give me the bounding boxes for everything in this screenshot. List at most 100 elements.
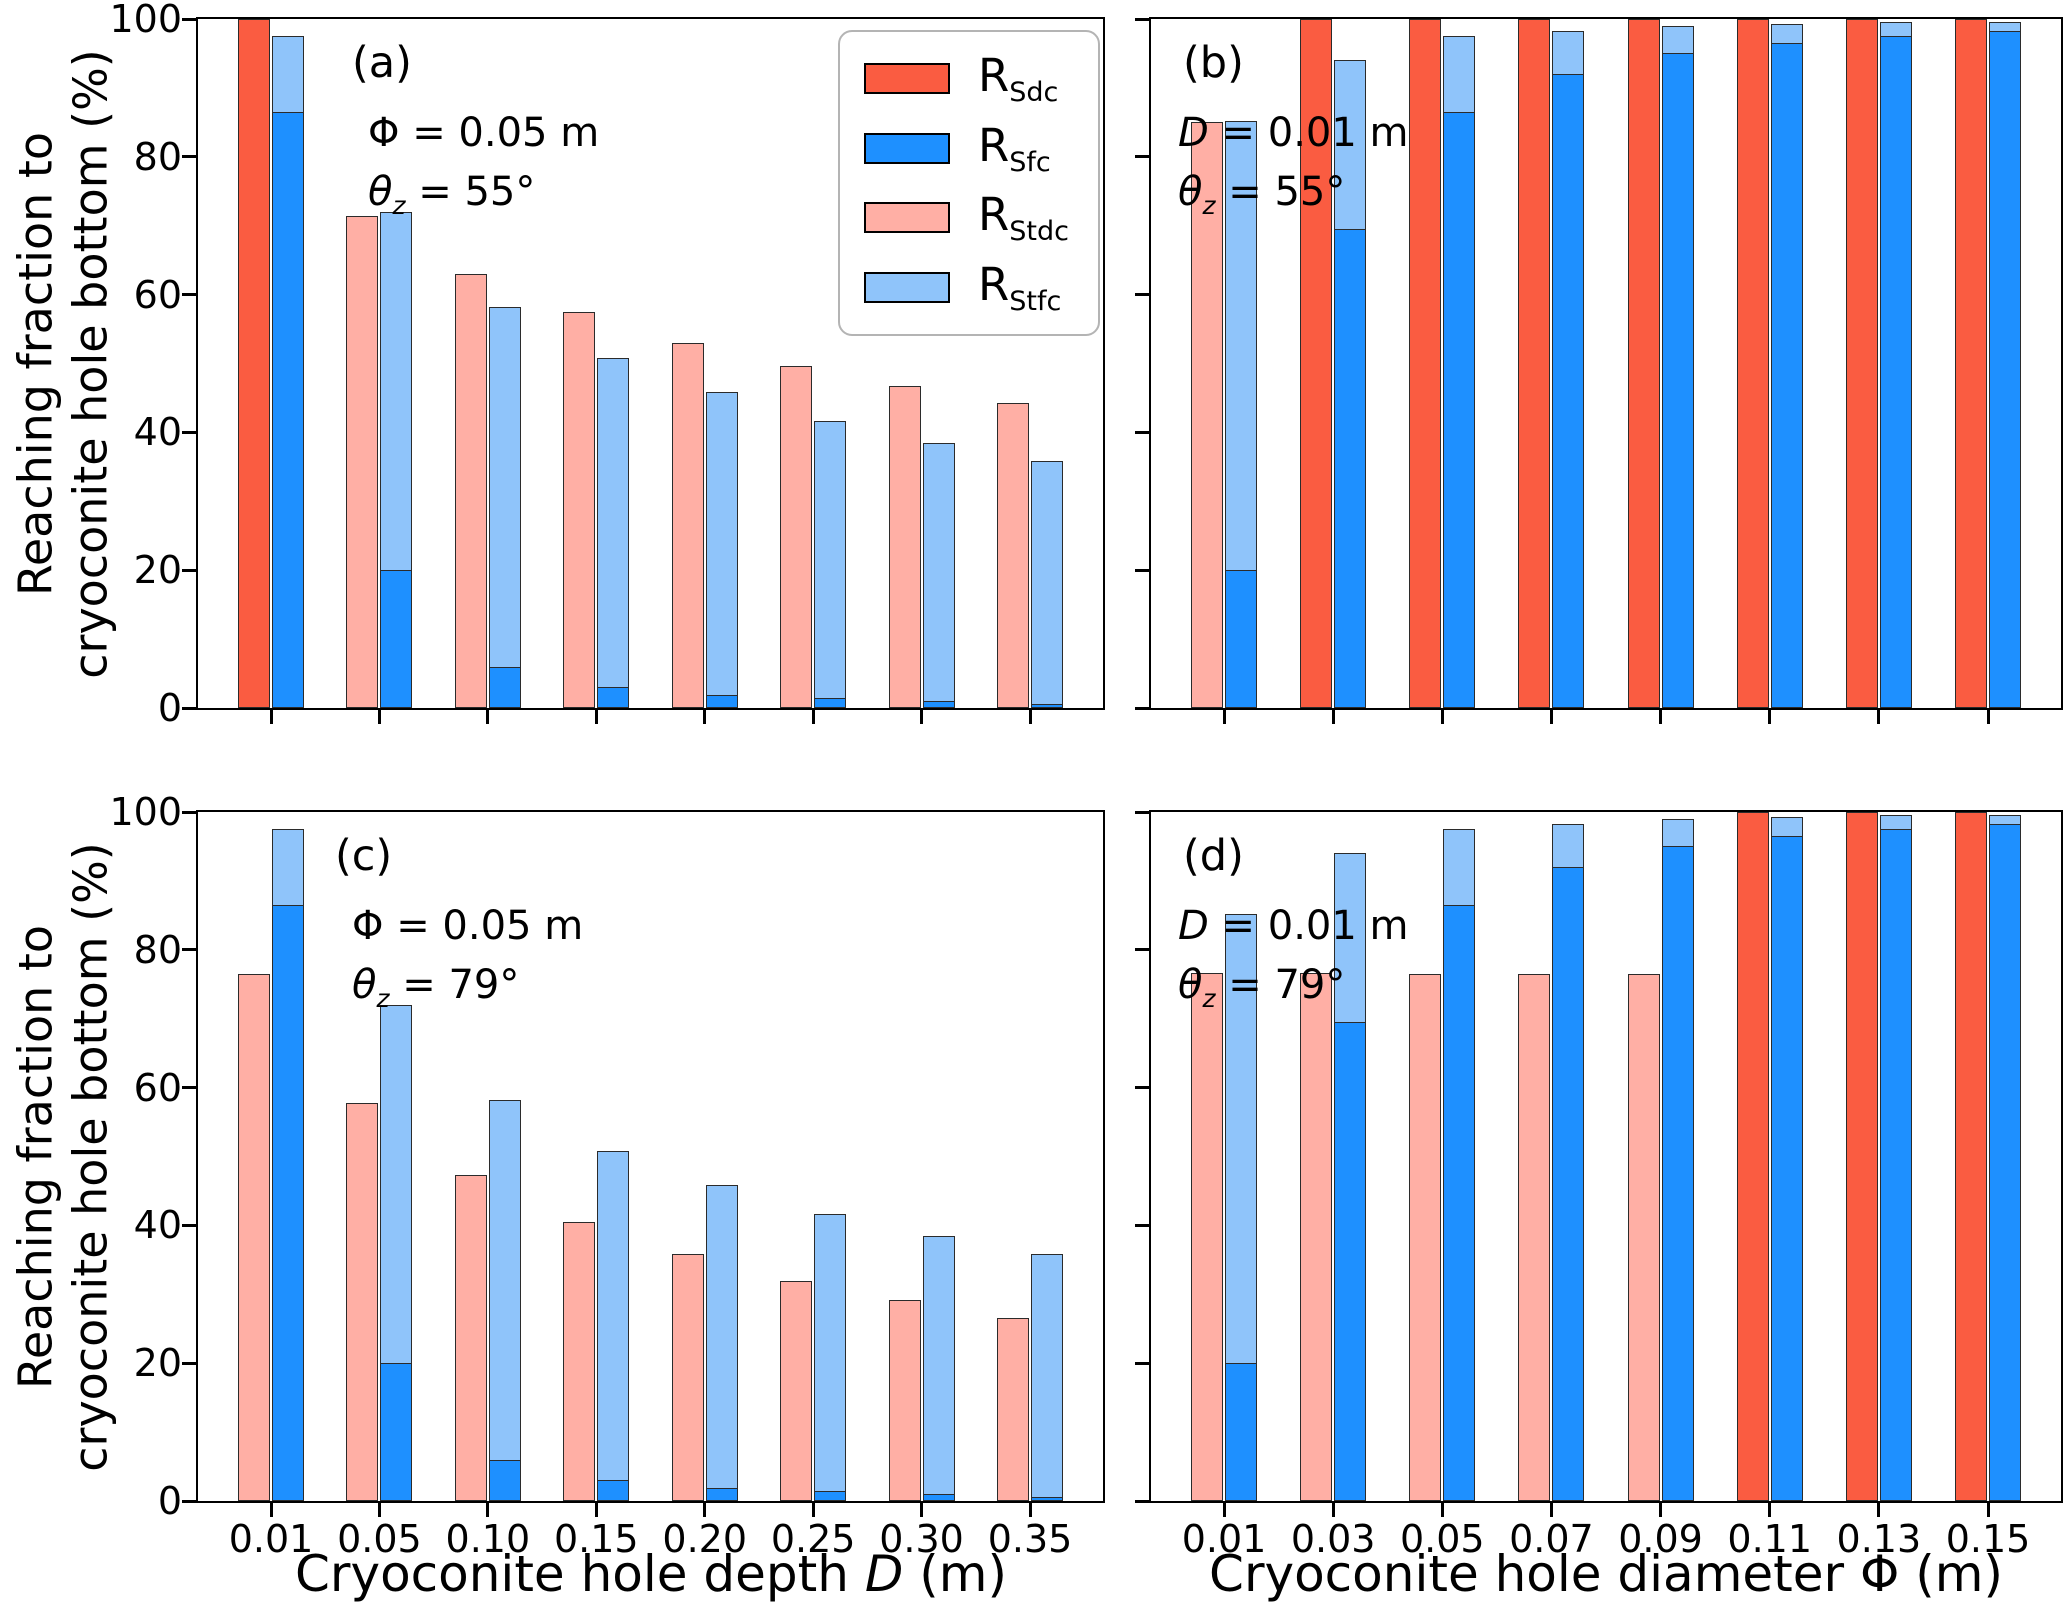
y-tick-mark — [1135, 948, 1149, 952]
panel-label-c: (c) — [335, 831, 393, 881]
x-axis-title-diameter: Cryoconite hole diameter Φ (m) — [1116, 1546, 2067, 1602]
y-tick-label: 20 — [133, 548, 182, 593]
x-tick-mark — [1440, 710, 1444, 724]
y-tick-mark — [182, 810, 196, 814]
x-tick-mark — [594, 710, 598, 724]
legend-swatch-stdc — [864, 202, 950, 234]
y-tick-label: 40 — [133, 410, 182, 455]
x-tick-mark — [920, 710, 924, 724]
bar-sdc — [1300, 19, 1333, 708]
x-tick-label: 0.15 — [1945, 1517, 2031, 1561]
bar-sdc — [238, 19, 270, 708]
theta-subscript: z — [1202, 984, 1216, 1013]
bar-stdc — [888, 1299, 921, 1501]
bar-sfc — [488, 1459, 521, 1501]
x-tick-mark — [811, 1503, 815, 1517]
bar-stfc — [597, 358, 630, 708]
x-axis-title-text: Cryoconite hole diameter Φ (m) — [1209, 1545, 2003, 1603]
bar-sfc — [272, 905, 304, 1501]
bar-sfc — [1770, 43, 1803, 708]
bar-sdc — [1518, 19, 1551, 708]
y-tick-label: 40 — [133, 1203, 182, 1248]
x-tick-mark — [920, 1503, 924, 1517]
panel-label-d: (d) — [1183, 831, 1244, 881]
bar-stdc — [780, 366, 813, 708]
x-tick-mark — [594, 1503, 598, 1517]
bar-sfc — [1031, 1496, 1063, 1501]
annotation-d-depth: D = 0.01 m — [1178, 902, 1409, 950]
bar-sfc — [597, 1480, 630, 1501]
bar-stdc — [238, 973, 270, 1501]
x-tick-mark — [1331, 1503, 1335, 1517]
x-tick-mark — [1440, 1503, 1444, 1517]
bar-stfc — [597, 1151, 630, 1501]
bar-sfc — [597, 687, 630, 708]
x-tick-label: 0.09 — [1618, 1517, 1703, 1561]
bar-stdc — [888, 386, 921, 708]
annotation-c-diameter: Φ = 0.05 m — [352, 902, 583, 950]
bar-sfc — [272, 112, 304, 708]
bar-stdc — [1300, 972, 1333, 1501]
annotation-d-zenith: θz = 79° — [1178, 961, 1345, 1011]
bar-stfc — [922, 1235, 955, 1501]
annotation-text: = 0.01 m — [1208, 110, 1409, 156]
bar-sfc — [1879, 829, 1912, 1501]
annotation-text: Φ = 0.05 m — [368, 110, 600, 156]
y-tick-mark — [1135, 1086, 1149, 1090]
bar-sdc — [1845, 19, 1878, 708]
annotation-a-diameter: Φ = 0.05 m — [368, 109, 599, 157]
y-tick-label: 100 — [109, 790, 182, 834]
x-tick-label: 0.13 — [1836, 1517, 1922, 1561]
bar-sfc — [488, 666, 521, 708]
x-tick-mark — [1768, 1503, 1772, 1517]
x-tick-label: 0.07 — [1509, 1517, 1594, 1561]
x-tick-mark — [1549, 1503, 1553, 1517]
y-tick-mark — [182, 1361, 196, 1365]
annotation-symbol: D — [1178, 110, 1209, 156]
bar-sfc — [1879, 36, 1912, 708]
theta-symbol: θ — [1178, 962, 1203, 1008]
bar-sfc — [1989, 824, 2021, 1501]
y-tick-mark — [182, 17, 196, 21]
x-tick-mark — [1986, 710, 1990, 724]
x-tick-mark — [486, 1503, 490, 1517]
y-tick-mark — [1135, 1499, 1149, 1503]
bar-sfc — [380, 570, 413, 708]
annotation-text: = 55° — [405, 169, 536, 215]
x-tick-mark — [1768, 710, 1772, 724]
x-tick-label: 0.03 — [1290, 1517, 1376, 1561]
x-tick-label: 0.05 — [337, 1517, 422, 1561]
annotation-b-depth: D = 0.01 m — [1178, 109, 1409, 157]
bar-sfc — [922, 1494, 955, 1501]
legend-swatch-sdc — [864, 63, 950, 95]
bar-stdc — [1409, 973, 1442, 1501]
bar-sfc — [1661, 846, 1694, 1501]
bar-sdc — [1736, 812, 1769, 1501]
x-tick-label: 0.15 — [553, 1517, 639, 1561]
x-tick-label: 0.01 — [228, 1517, 314, 1561]
bar-stdc — [997, 402, 1029, 708]
x-tick-mark — [1986, 1503, 1990, 1517]
x-tick-mark — [1659, 710, 1663, 724]
theta-symbol: θ — [1178, 169, 1203, 215]
y-tick-mark — [1135, 17, 1149, 21]
x-tick-label: 0.35 — [987, 1517, 1073, 1561]
y-tick-mark — [1135, 155, 1149, 159]
bar-stfc — [814, 1213, 847, 1501]
y-axis-label-line1: Reaching fraction to — [8, 924, 63, 1390]
y-axis-label-top: Reaching fraction to cryoconite hole bot… — [6, 18, 122, 711]
annotation-text: Φ = 0.05 m — [352, 903, 584, 949]
bar-stdc — [1518, 973, 1551, 1501]
legend-row-stdc: RStdc — [864, 188, 1098, 247]
y-tick-label: 80 — [133, 134, 182, 179]
bar-sfc — [1334, 229, 1367, 708]
y-tick-mark — [182, 568, 196, 572]
bar-stfc — [705, 1185, 738, 1501]
x-tick-mark — [1028, 1503, 1032, 1517]
y-tick-mark — [182, 1499, 196, 1503]
x-tick-mark — [703, 1503, 707, 1517]
legend-row-sfc: RSfc — [864, 119, 1098, 178]
x-tick-label: 0.25 — [770, 1517, 856, 1561]
legend-row-stfc: RStfc — [864, 258, 1098, 317]
x-tick-mark — [377, 1503, 381, 1517]
